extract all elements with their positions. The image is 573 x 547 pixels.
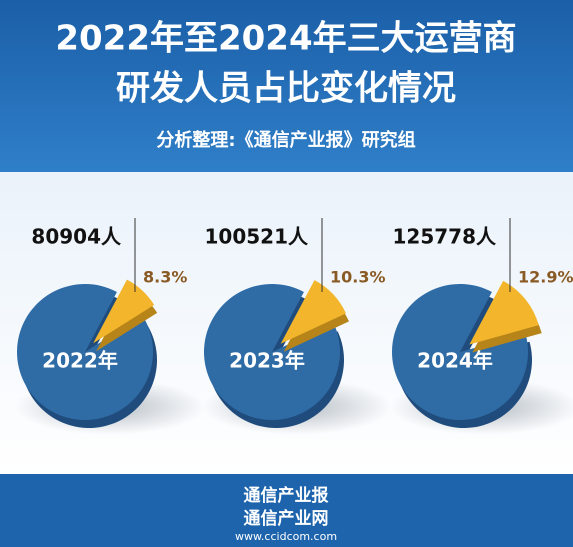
headcount: 100521人 <box>205 225 309 249</box>
pie-body <box>17 284 154 420</box>
pie-year: 2023年 <box>229 349 305 373</box>
pie-year: 2024年 <box>417 349 493 373</box>
headcount: 80904人 <box>31 225 122 249</box>
percent-label: 12.9% <box>518 268 573 287</box>
title: 研发人员占比变化情况 <box>116 69 456 109</box>
pie-body <box>204 284 340 420</box>
footer-url: www.ccidcom.com <box>235 530 337 543</box>
percent-label: 8.3% <box>143 268 187 287</box>
percent-label: 10.3% <box>330 268 386 287</box>
header-bg <box>0 0 573 172</box>
pie-slice <box>280 280 347 344</box>
headcount: 125778人 <box>393 225 497 249</box>
title: 2022年至2024年三大运营商 <box>55 19 516 59</box>
pie-year: 2022年 <box>42 349 118 373</box>
footer-bg <box>0 474 573 547</box>
pie-slice <box>93 279 155 344</box>
pie-slice <box>469 280 539 345</box>
footer-text: 通信产业网 <box>244 508 329 529</box>
pie-body <box>391 283 528 420</box>
footer-text: 通信产业报 <box>244 485 329 506</box>
source: 分析整理:《通信产业报》研究组 <box>156 129 415 151</box>
